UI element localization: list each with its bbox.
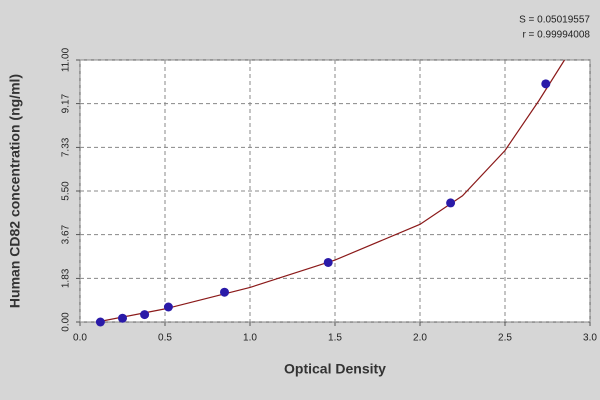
data-point (323, 257, 333, 267)
data-point (118, 313, 127, 323)
x-axis-title: Optical Density (284, 361, 386, 377)
annotation: r = 0.99994008 (522, 30, 590, 41)
y-tick-label: 3.67 (61, 224, 72, 244)
y-tick-label: 9.17 (61, 93, 72, 113)
y-tick-label: 11.00 (61, 47, 72, 72)
y-tick-label: 5.50 (61, 181, 72, 201)
data-point (140, 310, 150, 320)
x-tick-label: 2.0 (413, 333, 427, 344)
fit-curve (96, 59, 566, 323)
annotation: S = 0.05019557 (519, 15, 590, 26)
x-tick-label: 3.0 (583, 333, 597, 344)
x-tick-label: 2.5 (498, 333, 512, 344)
x-tick-label: 1.5 (328, 333, 342, 344)
y-tick-label: 1.83 (61, 268, 72, 288)
y-axis-title: Human CD82 concentration (ng/ml) (7, 74, 23, 308)
x-tick-label: 1.0 (243, 333, 257, 344)
x-tick-label: 0.5 (158, 333, 172, 344)
data-point (541, 79, 551, 89)
x-tick-label: 0.0 (73, 333, 87, 344)
data-point (446, 198, 456, 208)
y-tick-label: 7.33 (61, 137, 72, 157)
data-point (95, 317, 105, 327)
data-point (220, 287, 229, 297)
y-tick-label: 0.00 (61, 312, 72, 332)
data-point (163, 302, 173, 312)
